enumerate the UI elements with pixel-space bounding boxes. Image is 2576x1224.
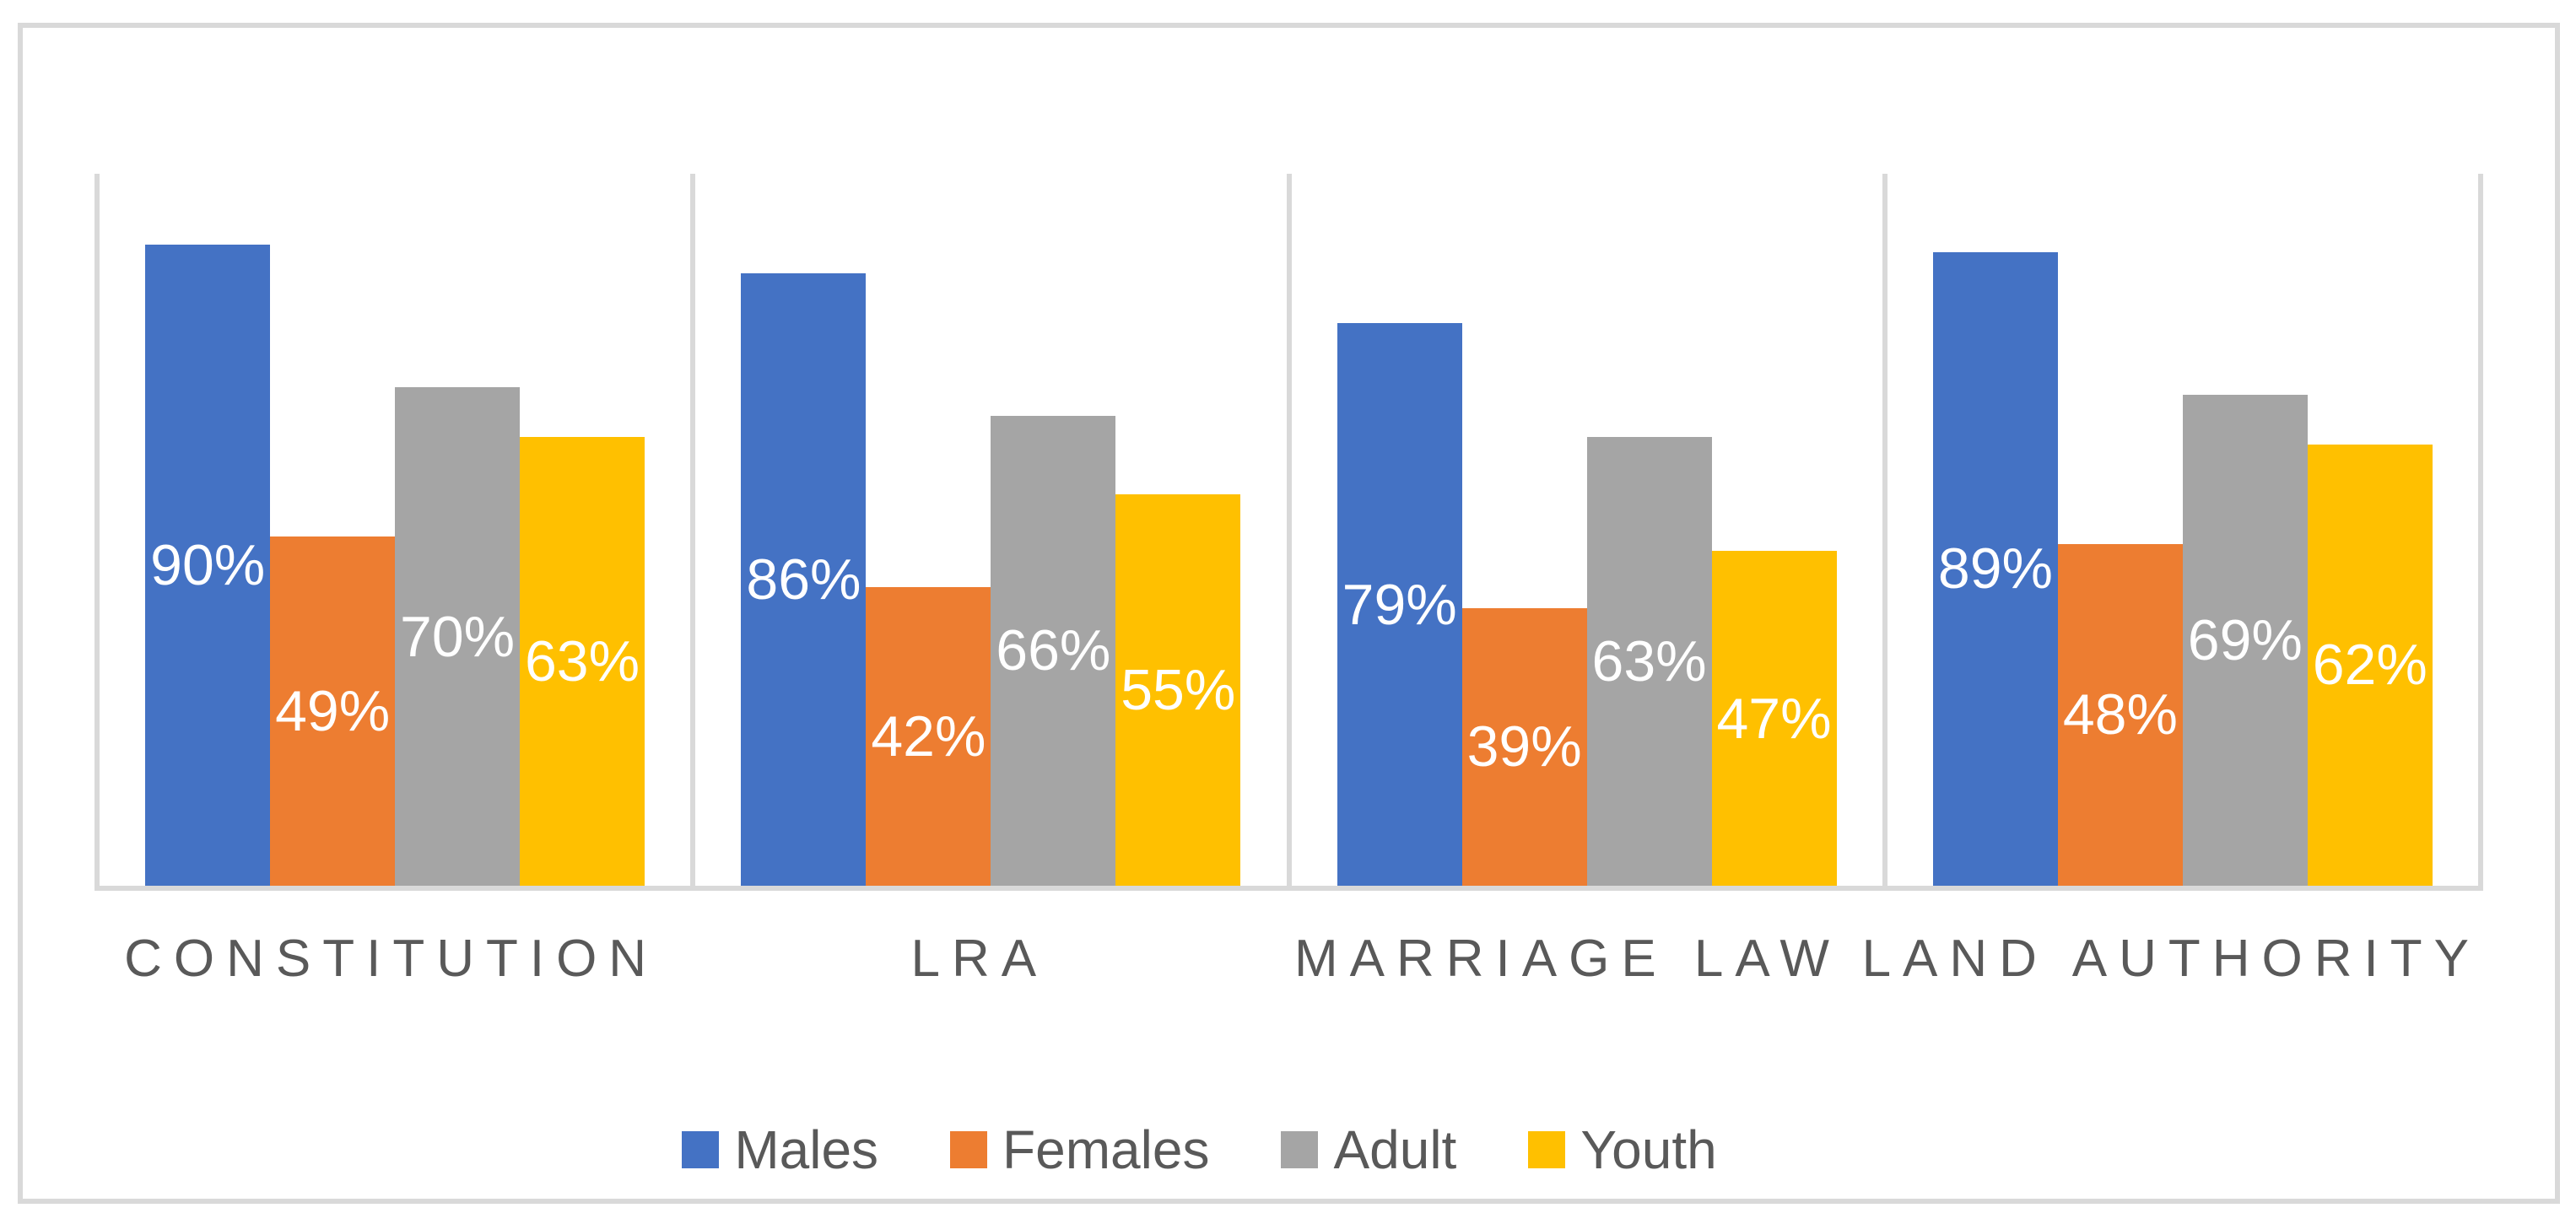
legend-swatch-males [682, 1131, 720, 1168]
bar-females-lra: 42% [866, 586, 991, 886]
legend-swatch-youth [1528, 1131, 1566, 1168]
bar-value-label: 89% [1937, 537, 2053, 601]
bar-value-label: 49% [275, 679, 391, 744]
legend-label-females: Females [1002, 1119, 1210, 1180]
separator-line [690, 174, 696, 886]
bar-value-label: 42% [871, 704, 986, 768]
separator-line [1286, 174, 1292, 886]
bar-value-label: 70% [400, 604, 516, 669]
bar-value-label: 69% [2187, 607, 2303, 672]
bar-females-constitution: 49% [270, 537, 396, 886]
bar-youth-lra: 55% [1115, 493, 1241, 886]
bar-youth-constitution: 63% [520, 437, 645, 886]
chart-border [18, 23, 2560, 1204]
category-axis-labels: CONSTITUTION LRA MARRIAGE LAW LAND AUTHORIT… [97, 928, 2481, 990]
bar-group-constitution: 90% 49% 70% 63% [97, 174, 693, 886]
legend-swatch-females [950, 1131, 988, 1168]
separator-line [2478, 174, 2483, 886]
legend: Males Females Adult Youth [0, 1122, 2487, 1178]
bar-males-constitution: 90% [145, 245, 271, 886]
separator-line [1882, 174, 1887, 886]
bar-value-label: 55% [1121, 657, 1236, 722]
category-label-lra: LRA [910, 930, 1049, 988]
bar-groups: 90% 49% 70% 63% 86% 42% 66% 55% 79% 39% 63% 47% 89% 4… [97, 174, 2481, 886]
bar-males-land-authority: 89% [1932, 251, 2058, 886]
category-label-land-authority: LAND AUTHORITY [1861, 930, 2481, 988]
bar-value-label: 90% [150, 533, 266, 598]
legend-item-youth: Youth [1528, 1119, 1717, 1180]
bar-females-land-authority: 48% [2057, 543, 2183, 886]
category-label-marriage-law: MARRIAGE LAW [1293, 930, 1841, 988]
bar-group-marriage-law: 79% 39% 63% 47% [1289, 174, 1885, 886]
legend-label-males: Males [734, 1119, 879, 1180]
legend-item-females: Females [950, 1123, 1209, 1177]
legend-item-adult: Adult [1281, 1123, 1456, 1177]
bar-value-label: 39% [1466, 714, 1582, 779]
bar-youth-land-authority: 62% [2307, 444, 2433, 886]
bar-adult-lra: 66% [991, 415, 1116, 886]
bar-males-marriage-law: 79% [1337, 323, 1462, 886]
bar-males-lra: 86% [741, 273, 867, 886]
bar-value-label: 62% [2312, 633, 2427, 698]
bar-group-land-authority: 89% 48% 69% 62% [1885, 174, 2481, 886]
bar-group-lra: 86% 42% 66% 55% [693, 174, 1288, 886]
x-axis-line [95, 886, 2483, 891]
bar-females-marriage-law: 39% [1461, 607, 1587, 886]
category-label-constitution: CONSTITUTION [124, 930, 659, 988]
bar-value-label: 47% [1716, 686, 1832, 751]
bar-adult-land-authority: 69% [2182, 394, 2308, 886]
bar-value-label: 79% [1342, 572, 1457, 637]
bar-value-label: 86% [746, 547, 861, 612]
bar-adult-marriage-law: 63% [1586, 437, 1712, 886]
legend-label-adult: Adult [1333, 1119, 1457, 1180]
bar-value-label: 48% [2062, 682, 2178, 747]
bar-value-label: 63% [524, 629, 640, 694]
legend-swatch-adult [1281, 1131, 1319, 1168]
bar-adult-constitution: 70% [395, 387, 521, 886]
legend-item-males: Males [682, 1123, 878, 1177]
separator-line [95, 174, 100, 886]
plot-area: 90% 49% 70% 63% 86% 42% 66% 55% 79% 39% 63% 47% 89% 4… [95, 174, 2483, 891]
bar-youth-marriage-law: 47% [1711, 551, 1837, 886]
bar-value-label: 66% [996, 618, 1111, 683]
bar-value-label: 63% [1591, 629, 1707, 694]
legend-label-youth: Youth [1580, 1119, 1717, 1180]
